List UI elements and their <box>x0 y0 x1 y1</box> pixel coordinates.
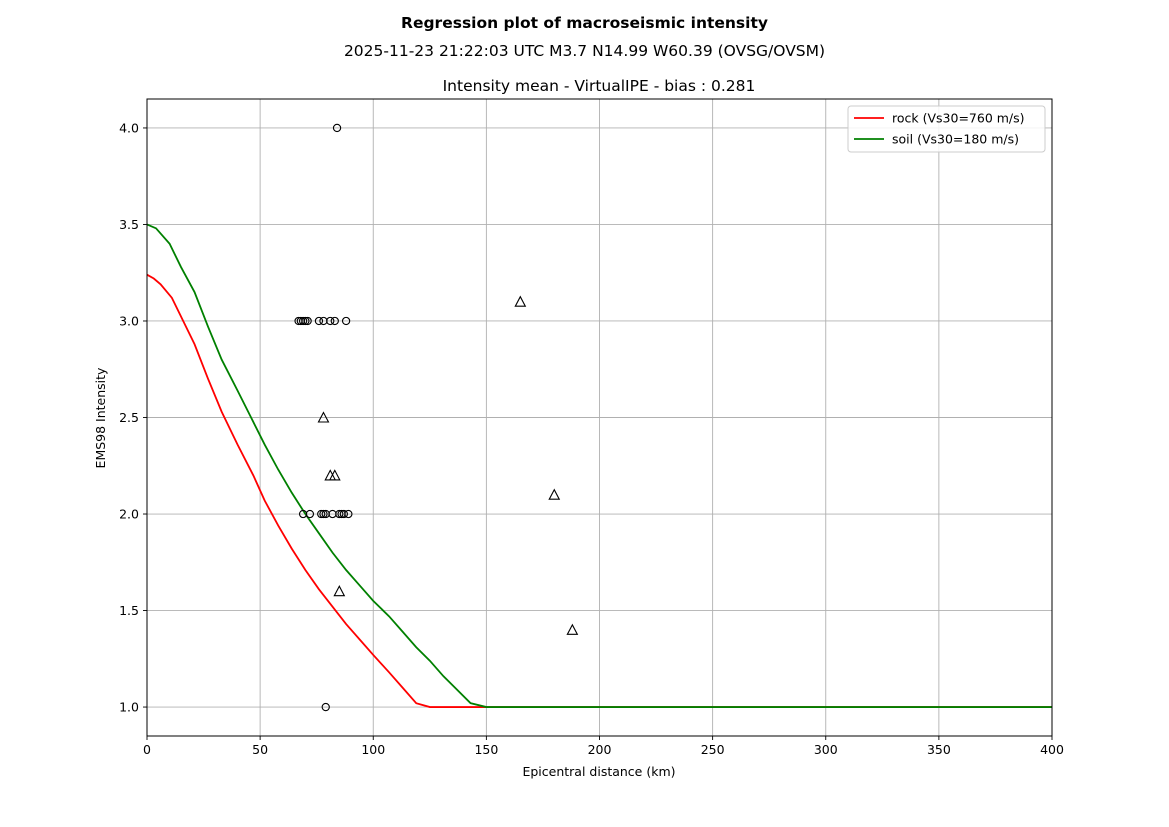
legend-rock-label: rock (Vs30=760 m/s) <box>892 111 1025 126</box>
x-tick-label: 400 <box>1040 742 1064 757</box>
observation-circle <box>332 123 342 133</box>
observation-circle <box>298 316 308 326</box>
y-tick-label: 1.5 <box>119 603 139 618</box>
figure-subtitle: 2025-11-23 21:22:03 UTC M3.7 N14.99 W60.… <box>343 42 826 60</box>
observation-circle <box>326 316 335 326</box>
y-tick-label: 1.0 <box>119 700 139 715</box>
x-tick-label: 50 <box>252 742 268 757</box>
observation-circle <box>301 316 310 326</box>
x-tick-label: 100 <box>361 742 385 757</box>
rock-series-line <box>146 273 1052 708</box>
y-axis-label: EMS98 Intensity <box>93 367 108 469</box>
figure-suptitle: Regression plot of macroseismic intensit… <box>401 14 768 32</box>
observation-circle <box>319 509 328 519</box>
observation-circle <box>321 702 330 712</box>
y-tick-label: 4.0 <box>119 120 139 135</box>
x-tick-label: 350 <box>927 742 951 757</box>
chart-title: Intensity mean - VirtualIPE - bias : 0.2… <box>443 77 756 95</box>
observation-circle <box>314 316 324 326</box>
observation-triangle <box>566 623 579 635</box>
observation-circle <box>344 509 353 519</box>
x-tick-label: 0 <box>143 742 151 757</box>
legend-box <box>847 105 1046 153</box>
observation-circle <box>330 316 339 326</box>
grid-lines <box>146 99 1053 736</box>
y-axis-ticks: 1.0 1.5 2.0 2.5 3.0 3.5 4.0 <box>119 120 147 715</box>
soil-series-line <box>146 223 1052 708</box>
observation-circle <box>305 509 315 519</box>
y-tick-label: 2.0 <box>119 507 139 522</box>
y-tick-label: 3.5 <box>119 217 139 232</box>
y-tick-label: 3.0 <box>119 313 139 328</box>
observation-triangle <box>548 488 561 500</box>
x-tick-label: 250 <box>701 742 725 757</box>
legend-soil-label: soil (Vs30=180 m/s) <box>892 132 1019 147</box>
x-tick-label: 150 <box>474 742 498 757</box>
observation-triangle <box>514 295 527 307</box>
observation-circle <box>341 316 351 326</box>
observation-triangle <box>317 411 330 423</box>
legend: rock (Vs30=760 m/s) soil (Vs30=180 m/s) <box>847 105 1046 153</box>
observation-points <box>294 123 579 712</box>
x-tick-label: 300 <box>814 742 838 757</box>
observation-circle <box>339 509 348 519</box>
observation-circle <box>303 316 312 326</box>
y-tick-label: 2.5 <box>119 410 139 425</box>
x-axis-label: Epicentral distance (km) <box>522 764 675 779</box>
observation-triangle <box>333 585 346 597</box>
observation-circle <box>335 509 344 519</box>
regression-lines <box>146 223 1052 708</box>
observation-triangle <box>328 469 341 481</box>
x-axis-ticks: 0 50 100 150 200 250 300 350 400 <box>143 736 1064 757</box>
x-tick-label: 200 <box>588 742 612 757</box>
observation-circle <box>317 509 326 519</box>
